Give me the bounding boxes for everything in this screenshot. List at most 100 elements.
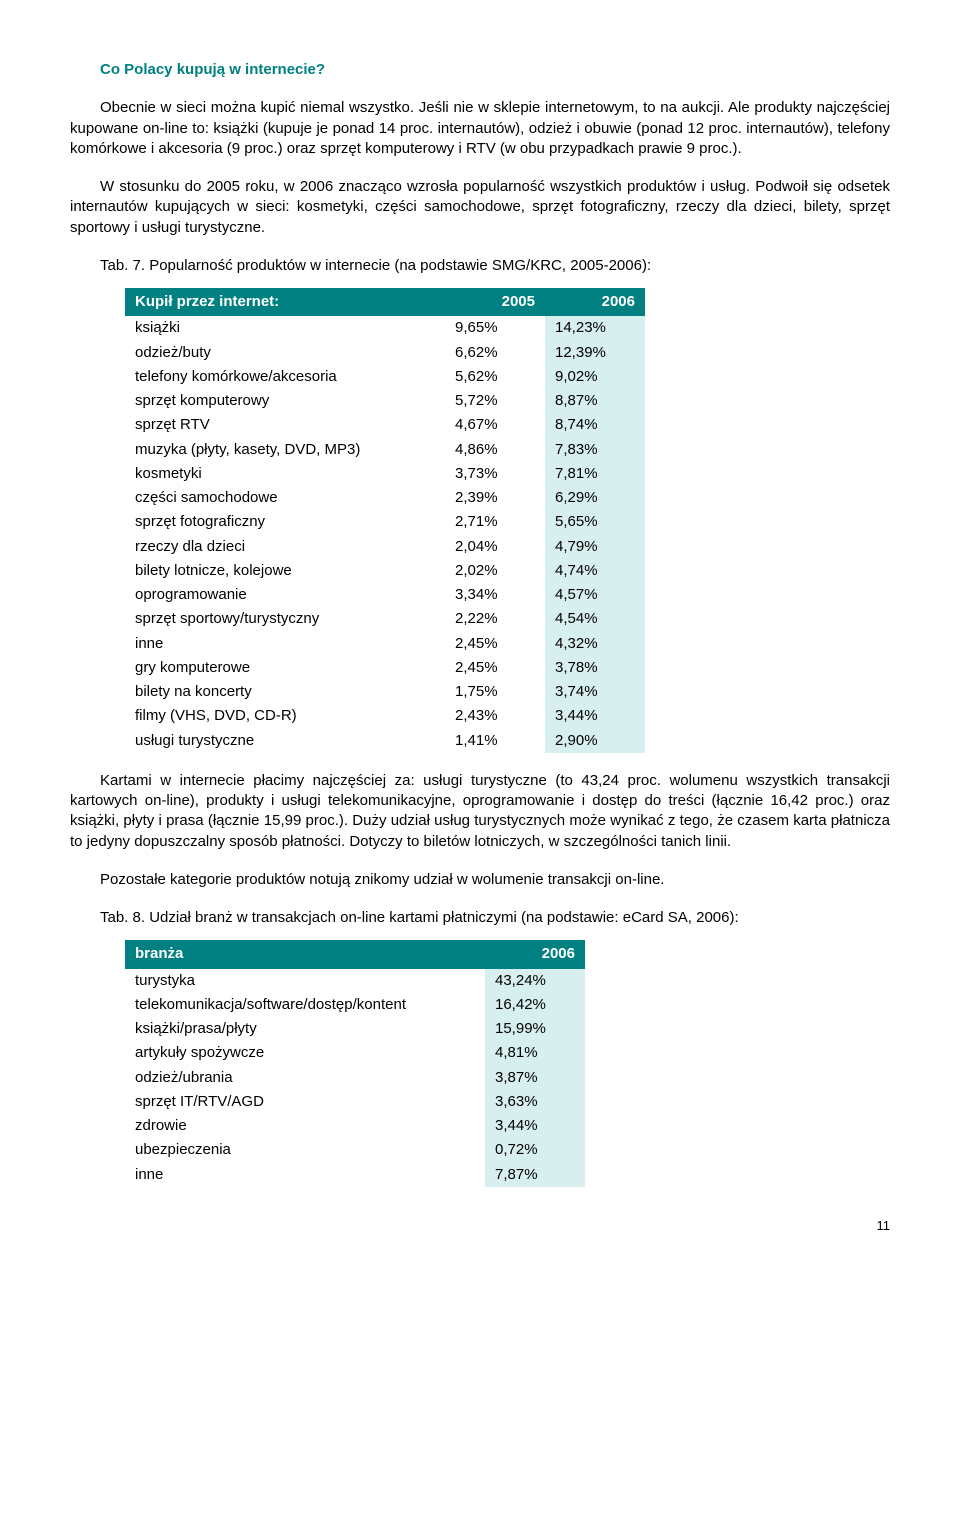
cell-value: 15,99%: [485, 1017, 585, 1041]
cell-label: sprzęt komputerowy: [125, 389, 445, 413]
cell-label: filmy (VHS, DVD, CD-R): [125, 704, 445, 728]
table-row: sprzęt komputerowy5,72%8,87%: [125, 389, 645, 413]
cell-label: sprzęt fotograficzny: [125, 510, 445, 534]
cell-2005: 4,86%: [445, 438, 545, 462]
cell-2005: 2,45%: [445, 632, 545, 656]
cell-value: 3,63%: [485, 1090, 585, 1114]
cell-2006: 4,57%: [545, 583, 645, 607]
cell-2005: 5,62%: [445, 365, 545, 389]
cell-2006: 3,74%: [545, 680, 645, 704]
cell-2006: 2,90%: [545, 729, 645, 753]
cell-2006: 4,32%: [545, 632, 645, 656]
cell-value: 0,72%: [485, 1138, 585, 1162]
table7-header-2005: 2005: [445, 288, 545, 316]
table8-block: branża 2006 turystyka43,24%telekomunikac…: [125, 940, 890, 1187]
table8-header-2006: 2006: [485, 940, 585, 968]
cell-value: 16,42%: [485, 993, 585, 1017]
cell-2006: 14,23%: [545, 316, 645, 340]
cell-label: bilety na koncerty: [125, 680, 445, 704]
cell-2005: 3,34%: [445, 583, 545, 607]
cell-2005: 2,45%: [445, 656, 545, 680]
cell-2005: 1,41%: [445, 729, 545, 753]
cell-2006: 4,79%: [545, 535, 645, 559]
table-row: sprzęt RTV4,67%8,74%: [125, 413, 645, 437]
cell-2005: 2,22%: [445, 607, 545, 631]
table-row: filmy (VHS, DVD, CD-R)2,43%3,44%: [125, 704, 645, 728]
page-number: 11: [70, 1217, 890, 1235]
table-row: części samochodowe2,39%6,29%: [125, 486, 645, 510]
cell-2005: 5,72%: [445, 389, 545, 413]
table7-header-2006: 2006: [545, 288, 645, 316]
cell-2006: 5,65%: [545, 510, 645, 534]
cell-value: 4,81%: [485, 1041, 585, 1065]
table-row: muzyka (płyty, kasety, DVD, MP3)4,86%7,8…: [125, 438, 645, 462]
cell-label: zdrowie: [125, 1114, 485, 1138]
cell-label: oprogramowanie: [125, 583, 445, 607]
table-row: sprzęt IT/RTV/AGD3,63%: [125, 1090, 585, 1114]
cell-2005: 2,04%: [445, 535, 545, 559]
cell-label: odzież/buty: [125, 341, 445, 365]
cell-2006: 7,83%: [545, 438, 645, 462]
cell-2005: 9,65%: [445, 316, 545, 340]
table-row: oprogramowanie3,34%4,57%: [125, 583, 645, 607]
table7-header-row: Kupił przez internet: 2005 2006: [125, 288, 645, 316]
table-row: kosmetyki3,73%7,81%: [125, 462, 645, 486]
cell-2005: 4,67%: [445, 413, 545, 437]
cell-2006: 12,39%: [545, 341, 645, 365]
cell-2005: 6,62%: [445, 341, 545, 365]
cell-value: 7,87%: [485, 1163, 585, 1187]
section-heading: Co Polacy kupują w internecie?: [100, 60, 890, 80]
cell-label: artykuły spożywcze: [125, 1041, 485, 1065]
table-row: sprzęt sportowy/turystyczny2,22%4,54%: [125, 607, 645, 631]
paragraph-4: Pozostałe kategorie produktów notują zni…: [70, 870, 890, 890]
cell-2005: 3,73%: [445, 462, 545, 486]
table-row: telefony komórkowe/akcesoria5,62%9,02%: [125, 365, 645, 389]
cell-2005: 2,39%: [445, 486, 545, 510]
cell-label: gry komputerowe: [125, 656, 445, 680]
cell-label: rzeczy dla dzieci: [125, 535, 445, 559]
table7-header-label: Kupił przez internet:: [125, 288, 445, 316]
cell-2005: 2,71%: [445, 510, 545, 534]
table7-caption: Tab. 7. Popularność produktów w internec…: [70, 256, 890, 276]
cell-label: odzież/ubrania: [125, 1066, 485, 1090]
cell-2006: 8,74%: [545, 413, 645, 437]
cell-2005: 2,43%: [445, 704, 545, 728]
cell-label: ubezpieczenia: [125, 1138, 485, 1162]
cell-label: inne: [125, 632, 445, 656]
paragraph-3: Kartami w internecie płacimy najczęściej…: [70, 771, 890, 852]
cell-value: 3,44%: [485, 1114, 585, 1138]
cell-label: książki/prasa/płyty: [125, 1017, 485, 1041]
cell-2006: 4,54%: [545, 607, 645, 631]
table-row: książki/prasa/płyty15,99%: [125, 1017, 585, 1041]
cell-label: książki: [125, 316, 445, 340]
table7: Kupił przez internet: 2005 2006 książki9…: [125, 288, 645, 753]
table-row: turystyka43,24%: [125, 969, 585, 993]
table8-caption: Tab. 8. Udział branż w transakcjach on-l…: [70, 908, 890, 928]
cell-2006: 4,74%: [545, 559, 645, 583]
table8-header-row: branża 2006: [125, 940, 585, 968]
cell-label: sprzęt sportowy/turystyczny: [125, 607, 445, 631]
cell-label: telekomunikacja/software/dostęp/kontent: [125, 993, 485, 1017]
cell-2006: 9,02%: [545, 365, 645, 389]
table-row: inne2,45%4,32%: [125, 632, 645, 656]
cell-value: 3,87%: [485, 1066, 585, 1090]
table-row: rzeczy dla dzieci2,04%4,79%: [125, 535, 645, 559]
cell-2005: 2,02%: [445, 559, 545, 583]
cell-label: sprzęt RTV: [125, 413, 445, 437]
cell-label: muzyka (płyty, kasety, DVD, MP3): [125, 438, 445, 462]
paragraph-2: W stosunku do 2005 roku, w 2006 znacząco…: [70, 177, 890, 238]
table-row: gry komputerowe2,45%3,78%: [125, 656, 645, 680]
table-row: inne7,87%: [125, 1163, 585, 1187]
cell-2006: 6,29%: [545, 486, 645, 510]
cell-label: telefony komórkowe/akcesoria: [125, 365, 445, 389]
table-row: odzież/ubrania3,87%: [125, 1066, 585, 1090]
cell-label: bilety lotnicze, kolejowe: [125, 559, 445, 583]
cell-label: kosmetyki: [125, 462, 445, 486]
cell-2006: 3,44%: [545, 704, 645, 728]
table-row: artykuły spożywcze4,81%: [125, 1041, 585, 1065]
table-row: książki9,65%14,23%: [125, 316, 645, 340]
cell-2006: 8,87%: [545, 389, 645, 413]
table-row: usługi turystyczne1,41%2,90%: [125, 729, 645, 753]
table7-block: Kupił przez internet: 2005 2006 książki9…: [125, 288, 890, 753]
table-row: sprzęt fotograficzny2,71%5,65%: [125, 510, 645, 534]
